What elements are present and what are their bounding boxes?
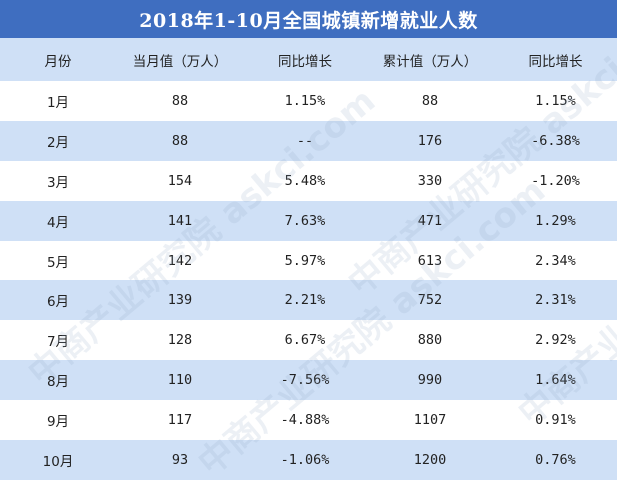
cell-monthly-value: 117 xyxy=(167,412,193,429)
table-row: 5月 142 5.97% 613 2.34% xyxy=(0,240,617,281)
table-row: 1月 88 1.15% 88 1.15% xyxy=(0,81,617,121)
table-row: 7月 128 6.67% 880 2.92% xyxy=(0,320,617,361)
cell-month: 4月 xyxy=(46,214,70,231)
cell-monthly-value: 88 xyxy=(171,132,189,149)
header-monthly-value: 当月值（万人） xyxy=(132,53,228,70)
cell-cumulative-yoy: 2.92% xyxy=(535,332,576,349)
table-row: 3月 154 5.48% 330 -1.20% xyxy=(0,160,617,201)
cell-cumulative-value: 88 xyxy=(421,92,439,109)
cell-monthly-yoy: 6.67% xyxy=(284,332,326,349)
cell-cumulative-yoy: 1.29% xyxy=(535,212,576,229)
cell-monthly-yoy: -7.56% xyxy=(280,372,330,389)
table-row: 6月 139 2.21% 752 2.31% xyxy=(0,280,617,321)
table-row: 9月 117 -4.88% 1107 0.91% xyxy=(0,400,617,441)
cell-cumulative-value: 330 xyxy=(417,172,443,189)
cell-monthly-value: 154 xyxy=(167,172,193,189)
cell-month: 9月 xyxy=(46,414,70,431)
cell-cumulative-value: 471 xyxy=(417,212,443,229)
cell-month: 1月 xyxy=(46,94,70,111)
cell-cumulative-value: 1107 xyxy=(413,412,447,429)
cell-cumulative-yoy: 0.91% xyxy=(535,412,576,429)
table-row: 2月 88 -- 176 -6.38% xyxy=(0,120,617,161)
cell-cumulative-yoy: 2.34% xyxy=(535,252,576,269)
cell-monthly-yoy: 7.63% xyxy=(284,212,326,229)
cell-monthly-yoy: 1.15% xyxy=(284,92,326,109)
cell-cumulative-yoy: -6.38% xyxy=(531,132,580,149)
cell-cumulative-yoy: -1.20% xyxy=(531,172,580,189)
cell-cumulative-value: 613 xyxy=(417,252,443,269)
table-row: 10月 93 -1.06% 1200 0.76% xyxy=(0,440,617,480)
header-cumulative-yoy: 同比增长 xyxy=(528,53,583,70)
cell-monthly-value: 142 xyxy=(167,252,193,269)
cell-monthly-value: 141 xyxy=(167,212,193,229)
cell-month: 7月 xyxy=(46,334,70,351)
cell-monthly-value: 128 xyxy=(167,332,193,349)
employment-table: 月份 当月值（万人） 同比增长 累计值（万人） 同比增长 1月 88 1.15% 88… xyxy=(0,38,617,480)
table-row: 8月 110 -7.56% 990 1.64% xyxy=(0,360,617,401)
cell-monthly-yoy: -1.06% xyxy=(280,451,330,468)
header-cumulative-value: 累计值（万人） xyxy=(382,53,478,70)
cell-cumulative-yoy: 2.31% xyxy=(535,292,576,309)
cell-monthly-value: 93 xyxy=(171,451,189,468)
cell-cumulative-yoy: 0.76% xyxy=(535,451,576,468)
header-row: 月份 当月值（万人） 同比增长 累计值（万人） 同比增长 xyxy=(0,38,617,81)
cell-cumulative-yoy: 1.64% xyxy=(535,372,576,389)
cell-month: 6月 xyxy=(46,294,70,311)
table-title: 2018年1-10月全国城镇新增就业人数 xyxy=(0,0,617,38)
cell-cumulative-value: 1200 xyxy=(413,451,447,468)
header-monthly-yoy: 同比增长 xyxy=(278,53,332,70)
cell-cumulative-value: 176 xyxy=(417,132,443,149)
cell-monthly-yoy: 5.97% xyxy=(284,252,326,269)
cell-monthly-value: 88 xyxy=(171,92,189,109)
header-month: 月份 xyxy=(44,53,72,70)
cell-cumulative-value: 752 xyxy=(417,292,443,309)
cell-monthly-value: 110 xyxy=(167,372,193,389)
cell-monthly-yoy: 5.48% xyxy=(284,172,326,189)
cell-month: 5月 xyxy=(46,254,70,271)
cell-month: 3月 xyxy=(46,174,70,191)
cell-month: 10月 xyxy=(42,453,74,470)
cell-monthly-yoy: -- xyxy=(296,132,314,149)
table-row: 4月 141 7.63% 471 1.29% xyxy=(0,200,617,241)
cell-cumulative-value: 880 xyxy=(417,332,443,349)
cell-monthly-value: 139 xyxy=(167,292,193,309)
table-body: 1月 88 1.15% 88 1.15% 2月 88 -- 176 -6.38% 3月 154 5.48… xyxy=(0,81,617,480)
cell-cumulative-value: 990 xyxy=(417,372,443,389)
cell-month: 2月 xyxy=(46,134,70,151)
cell-cumulative-yoy: 1.15% xyxy=(535,92,576,109)
cell-monthly-yoy: 2.21% xyxy=(284,292,326,309)
cell-month: 8月 xyxy=(46,374,70,391)
cell-monthly-yoy: -4.88% xyxy=(280,412,330,429)
